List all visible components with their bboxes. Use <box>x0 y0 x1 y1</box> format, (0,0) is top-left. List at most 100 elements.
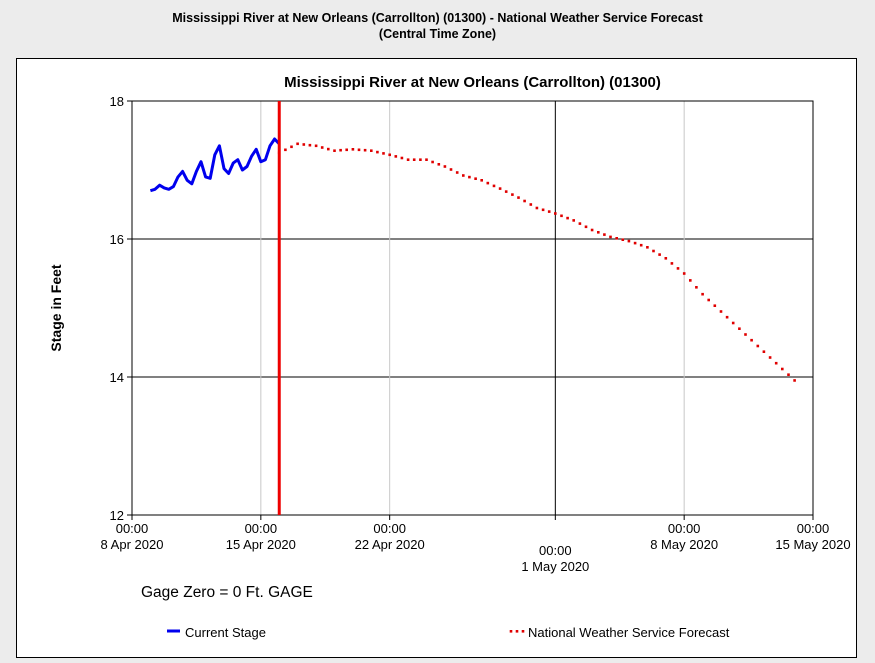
current-stage-line <box>149 137 281 193</box>
legend: Current Stage National Weather Service Fo… <box>167 625 730 640</box>
x-tick-time: 00:00 <box>797 521 830 536</box>
forecast-point <box>547 210 551 213</box>
x-tick-date: 1 May 2020 <box>521 559 589 574</box>
forecast-point <box>572 219 575 222</box>
forecast-point <box>609 235 612 239</box>
forecast-point <box>695 286 698 289</box>
plot-frame <box>131 100 814 516</box>
forecast-point <box>504 190 508 193</box>
gage-zero-note: Gage Zero = 0 Ft. GAGE <box>141 584 313 601</box>
forecast-point <box>584 225 588 229</box>
forecast-point <box>554 212 557 215</box>
forecast-point <box>382 152 385 155</box>
forecast-point <box>296 142 299 146</box>
legend-forecast-label: National Weather Service Forecast <box>528 625 730 640</box>
forecast-point <box>670 262 674 265</box>
forecast-point <box>302 143 306 146</box>
legend-forecast-swatch-dot <box>521 630 525 633</box>
page-heading-line1: Mississippi River at New Orleans (Carrol… <box>172 11 703 25</box>
forecast-point <box>443 165 447 168</box>
forecast-point <box>480 179 483 182</box>
forecast-point <box>781 367 784 371</box>
forecast-point <box>357 148 361 152</box>
forecast-point <box>793 379 796 382</box>
forecast-point <box>768 356 772 359</box>
forecast-point <box>455 171 459 174</box>
forecast-point <box>517 196 520 199</box>
forecast-point <box>400 156 404 160</box>
x-tick-date: 8 May 2020 <box>650 537 718 552</box>
forecast-point <box>787 373 790 376</box>
forecast-point <box>431 160 434 164</box>
forecast-point <box>664 257 668 260</box>
forecast-point <box>597 231 600 234</box>
forecast-point <box>370 149 373 152</box>
forecast-point <box>731 321 735 325</box>
forecast-point <box>290 145 293 149</box>
forecast-point <box>560 214 563 218</box>
forecast-point <box>756 344 760 348</box>
forecast-point <box>351 148 355 151</box>
forecast-point <box>437 163 441 166</box>
x-tick-date: 8 Apr 2020 <box>101 537 164 552</box>
forecast-point <box>345 148 348 152</box>
forecast-point <box>762 350 766 353</box>
forecast-point <box>339 148 342 152</box>
forecast-point <box>627 239 631 243</box>
x-tick-date: 15 May 2020 <box>775 537 850 552</box>
forecast-point <box>535 206 539 210</box>
forecast-point <box>652 249 655 253</box>
y-axis-label: Stage in Feet <box>48 264 64 351</box>
forecast-point <box>689 279 692 282</box>
forecast-point <box>498 187 502 190</box>
forecast-point <box>621 238 625 241</box>
forecast-point <box>284 148 287 152</box>
x-tick-date: 15 Apr 2020 <box>226 537 296 552</box>
forecast-point <box>474 177 477 180</box>
forecast-point <box>682 272 686 275</box>
forecast-point <box>492 184 496 188</box>
y-tick-label: 14 <box>110 370 124 385</box>
page-heading-line2: (Central Time Zone) <box>378 27 497 41</box>
x-tick-time: 00:00 <box>373 521 406 536</box>
y-tick-label: 16 <box>110 232 124 247</box>
forecast-point <box>468 175 471 179</box>
forecast-point <box>676 267 680 270</box>
forecast-point <box>738 327 741 330</box>
x-tick-time: 00:00 <box>539 543 572 558</box>
legend-forecast-swatch-dot <box>515 630 519 633</box>
x-tick-time: 00:00 <box>668 521 701 536</box>
forecast-point <box>419 158 422 161</box>
forecast-point <box>590 228 594 232</box>
forecast-point <box>511 193 514 196</box>
x-tick-date: 22 Apr 2020 <box>355 537 425 552</box>
forecast-point <box>462 174 465 177</box>
forecast-point <box>394 155 398 158</box>
forecast-point <box>320 146 324 149</box>
series-layer <box>149 137 796 382</box>
legend-forecast-swatch-dot <box>509 630 513 633</box>
forecast-point <box>615 237 618 240</box>
forecast-point <box>701 292 704 296</box>
forecast-point <box>529 203 533 206</box>
x-tick-time: 00:00 <box>116 521 149 536</box>
forecast-point <box>713 304 717 307</box>
forecast-point <box>425 158 428 161</box>
forecast-point <box>541 208 545 212</box>
forecast-point <box>774 361 778 365</box>
forecast-point <box>707 298 710 302</box>
forecast-point <box>376 150 379 154</box>
forecast-point <box>578 222 582 225</box>
forecast-point <box>639 243 643 247</box>
forecast-point <box>633 241 637 245</box>
page-heading: Mississippi River at New Orleans (Carrol… <box>0 10 875 42</box>
forecast-point <box>566 216 569 220</box>
chart-panel: 12 14 16 18 00:00 8 Apr 2020 00:00 15 Apr 2020 0… <box>16 58 857 658</box>
forecast-point <box>486 181 490 185</box>
grid-lines <box>132 101 813 515</box>
forecast-point <box>523 199 526 203</box>
forecast-point <box>412 158 416 161</box>
forecast-point <box>658 253 661 256</box>
